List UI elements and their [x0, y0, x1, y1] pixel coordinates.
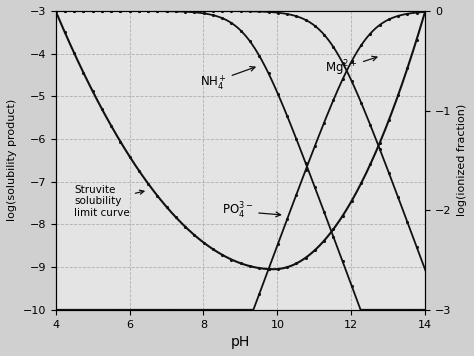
Text: NH$_4^+$: NH$_4^+$: [200, 67, 255, 91]
Text: PO$_4^{3-}$: PO$_4^{3-}$: [222, 201, 281, 221]
Y-axis label: log(solubility product): log(solubility product): [7, 99, 17, 221]
Text: Mg$^{2+}$: Mg$^{2+}$: [326, 56, 377, 78]
X-axis label: pH: pH: [231, 335, 250, 349]
Y-axis label: log(ionized fraction): log(ionized fraction): [457, 104, 467, 216]
Text: Struvite
solubility
limit curve: Struvite solubility limit curve: [74, 185, 144, 218]
